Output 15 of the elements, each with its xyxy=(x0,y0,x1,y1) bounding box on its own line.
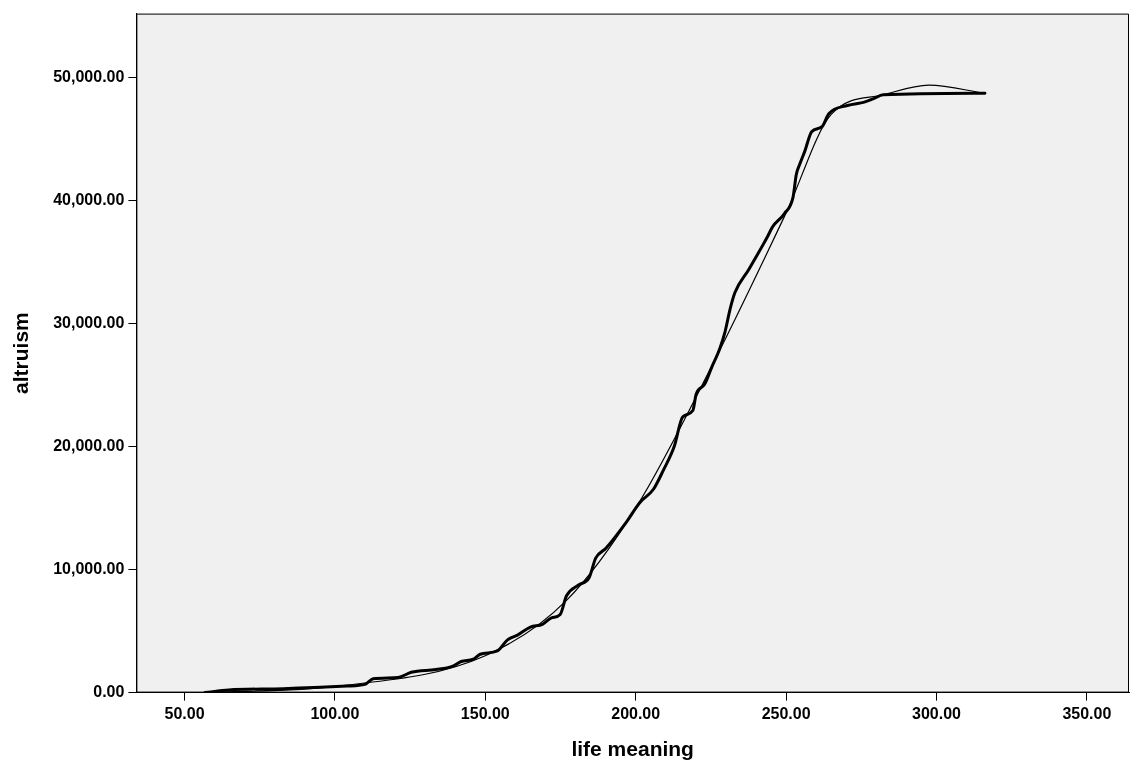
x-tick-label: 100.00 xyxy=(310,704,360,722)
x-tick-label: 250.00 xyxy=(761,704,811,722)
y-tick-label: 0.00 xyxy=(93,683,125,701)
y-tick-label: 30,000.00 xyxy=(53,313,125,331)
x-tick-label: 150.00 xyxy=(460,704,510,722)
y-tick-label: 50,000.00 xyxy=(53,67,125,85)
x-tick-label: 50.00 xyxy=(164,704,205,722)
y-tick-label: 40,000.00 xyxy=(53,190,125,208)
y-tick-label: 10,000.00 xyxy=(53,560,125,577)
x-axis-title: life meaning xyxy=(571,737,694,761)
y-tick-label: 20,000.00 xyxy=(53,436,125,454)
x-tick-label: 200.00 xyxy=(611,704,661,722)
x-tick-label: 350.00 xyxy=(1062,704,1112,722)
y-axis-title: altruism xyxy=(9,312,33,394)
x-tick-label: 300.00 xyxy=(912,704,962,722)
